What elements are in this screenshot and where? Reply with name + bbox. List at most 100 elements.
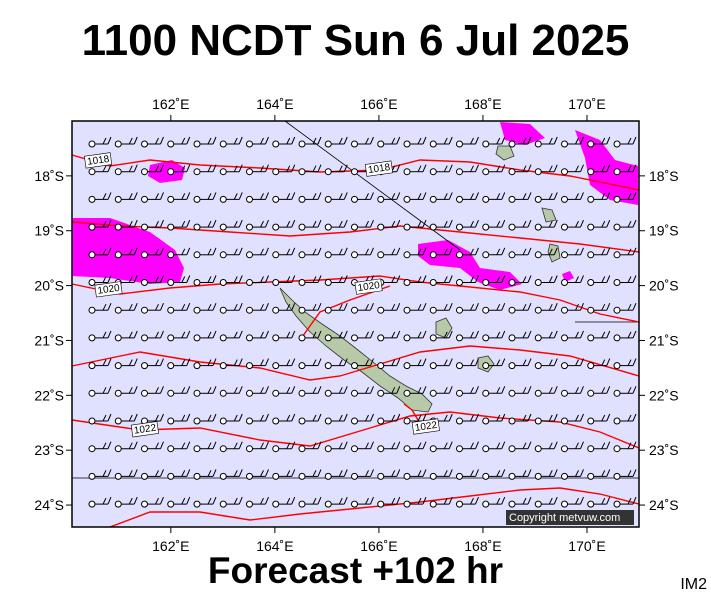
wind-barb-flag — [396, 358, 401, 366]
wind-barb-station — [482, 251, 490, 259]
loyalty-island-lifou — [435, 317, 453, 339]
wind-barb — [246, 358, 269, 370]
wind-barb-flag — [312, 276, 317, 283]
wind-barb-station — [88, 417, 96, 425]
wind-barb-station — [167, 500, 175, 508]
wind-barb-station — [324, 251, 332, 259]
wind-barb-flag — [580, 164, 584, 172]
wind-barb-station — [246, 417, 253, 425]
wind-barb-flag — [396, 496, 401, 505]
wind-barb-station — [456, 279, 463, 286]
wind-barb-flag — [286, 359, 291, 366]
wind-barb-flag — [443, 359, 448, 366]
wind-barb — [429, 441, 453, 453]
wind-barb — [246, 496, 269, 508]
wind-barb — [429, 247, 453, 259]
wind-barb-flag — [553, 247, 558, 255]
wind-barb — [298, 219, 322, 231]
wind-barb-flag — [553, 164, 558, 172]
wind-barb-station — [141, 334, 148, 342]
wind-barb — [88, 469, 112, 480]
wind-barb-flag — [370, 496, 374, 505]
wind-barb — [141, 247, 164, 259]
wind-barb-flag — [160, 247, 164, 255]
wind-barb-station — [429, 140, 437, 148]
wind-barb-flag — [475, 164, 479, 172]
wind-barb-flag — [107, 164, 112, 172]
wind-barb-flag — [527, 275, 532, 283]
wind-barb — [219, 330, 243, 342]
wind-barb-flag — [417, 359, 422, 366]
wind-barb-flag — [606, 358, 611, 366]
wind-barb — [88, 441, 112, 453]
wind-barb-flag — [391, 220, 396, 228]
wind-barb-flag — [291, 219, 296, 228]
wind-barb-station — [88, 168, 96, 176]
wind-barb-flag — [601, 303, 606, 311]
wind-barb-station — [456, 362, 463, 370]
wind-barb-flag — [128, 414, 133, 422]
wind-barb-station — [246, 251, 253, 259]
wind-barb-station — [534, 472, 542, 480]
wind-barb-station — [298, 389, 306, 397]
wind-barb-flag — [312, 193, 317, 200]
wind-barb-flag — [496, 248, 501, 256]
wind-barb-flag — [207, 359, 212, 366]
wind-barb — [534, 192, 558, 203]
wind-barb — [403, 303, 427, 314]
wind-barb-station — [141, 362, 148, 370]
lon-tick-label-top: 164˚E — [256, 96, 293, 112]
wind-barb-flag — [365, 470, 369, 477]
wind-barb-station — [534, 417, 542, 425]
wind-barb-station — [456, 195, 463, 203]
wind-barb-flag — [317, 219, 322, 228]
wind-barb-station — [613, 195, 621, 203]
wind-barb-flag — [343, 192, 348, 200]
wind-barb-flag — [448, 330, 453, 339]
wind-barb-flag — [443, 331, 448, 339]
lon-tick-label-top: 170˚E — [568, 96, 605, 112]
lat-tick-label-right: 20˚S — [649, 278, 679, 294]
wind-barb-flag — [133, 441, 138, 449]
wind-barb-flag — [553, 441, 558, 449]
wind-barb — [193, 358, 217, 370]
wind-barb-flag — [160, 303, 164, 311]
wind-barb-flag — [370, 219, 374, 228]
wind-barb-flag — [601, 470, 606, 477]
wind-barb-station — [193, 472, 201, 480]
wind-barb — [534, 164, 558, 176]
wind-barb-station — [534, 279, 542, 286]
copyright-box — [506, 510, 634, 525]
isobar-label-text: 1020 — [97, 283, 121, 297]
wind-barb-flag — [233, 193, 238, 200]
wind-barb-flag — [291, 358, 296, 366]
wind-barb-flag — [133, 330, 138, 339]
wind-barb — [351, 192, 374, 203]
wind-barb-station — [508, 362, 516, 370]
wind-barb-station — [482, 500, 490, 508]
wind-barb-flag — [580, 330, 584, 339]
wind-barb-flag — [265, 275, 269, 283]
wind-barb-flag — [212, 247, 217, 255]
wind-barb — [272, 358, 296, 370]
wind-barb-station — [456, 223, 463, 231]
wind-barb-flag — [128, 303, 133, 311]
wind-barb-flag — [317, 192, 322, 200]
wind-barb — [298, 275, 322, 286]
wind-barb-station — [193, 168, 201, 176]
wind-barb-flag — [233, 414, 238, 422]
wind-barb — [141, 275, 164, 286]
wind-barb-flag — [102, 276, 107, 283]
wind-barb-flag — [128, 387, 133, 394]
wind-barb-flag — [265, 496, 269, 505]
wind-barb-flag — [632, 330, 637, 339]
wind-barb — [219, 219, 243, 231]
wind-barb-flag — [606, 441, 611, 449]
wind-barb-station — [324, 306, 332, 314]
wind-barb-flag — [448, 441, 453, 449]
wind-barb-flag — [186, 358, 191, 366]
wind-barb — [351, 330, 374, 342]
wind-barb-flag — [627, 165, 632, 172]
wind-barb-flag — [338, 276, 343, 283]
wind-barb-flag — [496, 137, 501, 145]
